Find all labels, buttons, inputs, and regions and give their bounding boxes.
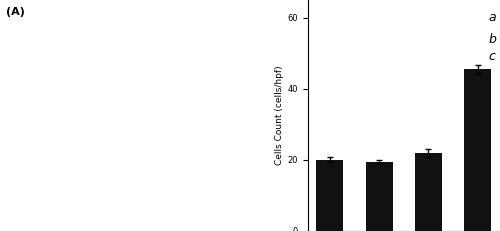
Y-axis label: Cells Count (cells/hpf): Cells Count (cells/hpf) — [276, 66, 284, 165]
Text: c: c — [488, 50, 496, 63]
Bar — [415, 153, 442, 231]
Bar — [316, 160, 344, 231]
Text: b: b — [488, 33, 496, 46]
Text: a: a — [488, 11, 496, 24]
Bar — [366, 162, 392, 231]
Text: (A): (A) — [6, 7, 25, 17]
Bar — [464, 69, 491, 231]
